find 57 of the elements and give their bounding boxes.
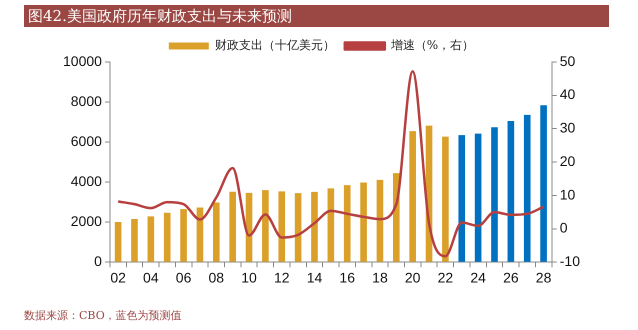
source-note: 数据来源：CBO，蓝色为预测值 [24, 308, 182, 323]
x-tick-label: 02 [110, 269, 126, 286]
bar [229, 192, 236, 262]
x-tick-label: 06 [176, 269, 192, 286]
bar [278, 191, 286, 262]
y2-tick-label: 30 [560, 120, 576, 136]
bar [114, 222, 122, 262]
bar [262, 190, 269, 262]
bar [164, 212, 171, 262]
x-tick-label: 14 [306, 269, 322, 286]
x-tick-label: 18 [372, 269, 388, 286]
bar [311, 192, 318, 262]
chart-title: 图42.美国政府历年财政支出与未来预测 [24, 5, 609, 27]
y2-tick-label: 20 [560, 152, 576, 169]
bar [491, 127, 498, 262]
bar [131, 218, 138, 262]
y-tick-label: 4000 [70, 172, 102, 189]
legend-label: 财政支出（十亿美元） [214, 38, 335, 52]
y2-tick-label: -10 [560, 253, 580, 270]
y-tick-label: 8000 [70, 92, 102, 109]
bar [344, 185, 351, 262]
bar [376, 180, 384, 262]
y2-tick-label: 10 [560, 186, 576, 202]
y-tick-label: 6000 [70, 132, 102, 149]
y-tick-label: 0 [94, 253, 102, 270]
bar [458, 135, 466, 262]
y2-tick-label: 50 [560, 52, 576, 69]
line-series [116, 70, 545, 258]
bar [360, 182, 367, 262]
bar [474, 134, 482, 262]
bar [246, 192, 252, 262]
bar [409, 131, 416, 262]
x-tick-label: 12 [274, 269, 290, 286]
bar [180, 209, 187, 262]
x-tick-label: 22 [438, 269, 454, 286]
bar [328, 188, 334, 262]
legend-label: 增速（%，右） [390, 38, 474, 52]
y2-tick-label: 40 [560, 86, 576, 102]
bar [442, 136, 449, 262]
x-tick-label: 20 [404, 269, 421, 286]
bar [294, 193, 302, 262]
x-tick-label: 16 [339, 269, 356, 286]
x-tick-label: 10 [241, 269, 258, 286]
bar [540, 105, 547, 262]
y-tick-label: 10000 [62, 52, 102, 69]
bar [508, 121, 514, 262]
bar [196, 208, 204, 262]
y-tick-label: 2000 [70, 213, 102, 230]
bar [212, 202, 220, 262]
x-tick-label: 26 [503, 269, 519, 286]
x-tick-label: 04 [143, 269, 159, 286]
bar [524, 114, 531, 262]
x-tick-label: 24 [470, 269, 486, 286]
x-tick-label: 28 [536, 269, 552, 286]
x-tick-label: 08 [208, 269, 224, 286]
bar [148, 216, 154, 262]
y2-tick-label: 0 [560, 220, 568, 236]
